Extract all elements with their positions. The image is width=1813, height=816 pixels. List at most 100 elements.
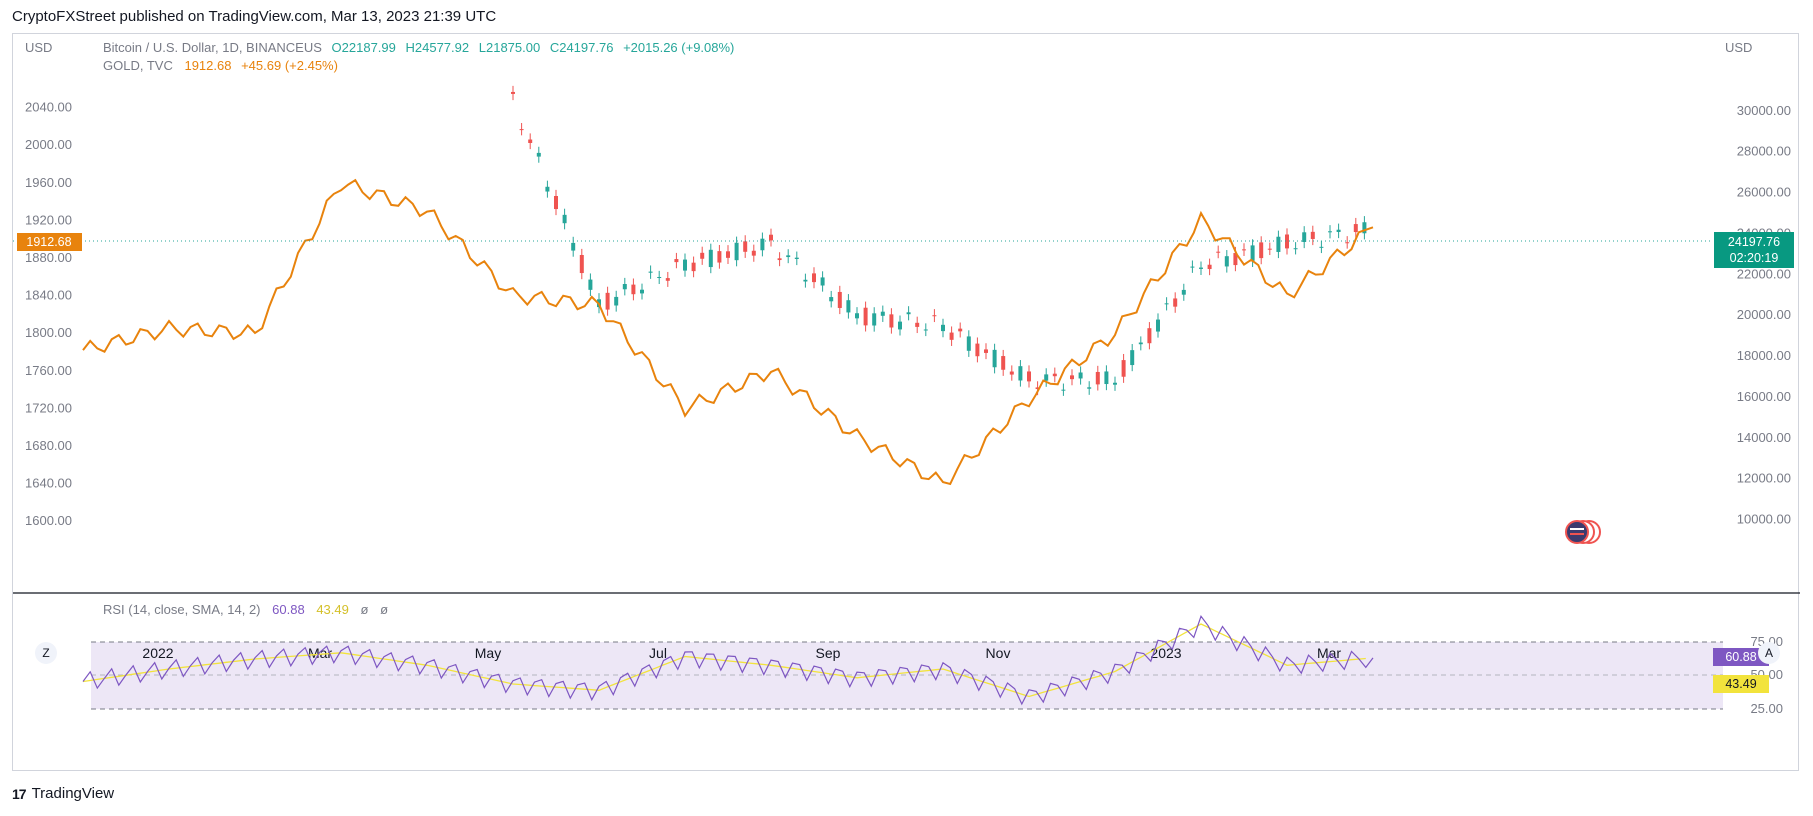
btc-candle	[726, 251, 730, 258]
btc-candle	[898, 321, 902, 330]
left-axis-tick: 1680.00	[25, 438, 72, 453]
btc-candle	[1293, 248, 1298, 250]
left-axis-unit: USD	[25, 40, 52, 55]
legend-gold-last: 1912.68	[184, 58, 231, 73]
legend-gold: GOLD, TVC 1912.68 +45.69 (+2.45%)	[103, 58, 338, 73]
btc-candle	[906, 312, 911, 315]
legend-btc-close: C24197.76	[550, 40, 614, 55]
btc-candle	[1250, 245, 1255, 261]
btc-candle	[1044, 374, 1049, 381]
rsi-ma-badge	[1713, 675, 1769, 693]
btc-candle	[949, 332, 954, 340]
btc-countdown-text: 02:20:19	[1730, 251, 1779, 265]
right-axis-tick: 28000.00	[1737, 144, 1791, 159]
btc-candle	[923, 329, 928, 331]
right-axis-tick: 12000.00	[1737, 471, 1791, 486]
btc-candle	[966, 336, 971, 351]
btc-candle	[1336, 229, 1341, 232]
time-axis-label: Mar	[308, 645, 332, 661]
btc-candle	[743, 241, 748, 252]
btc-candle	[579, 254, 584, 274]
btc-candle	[614, 296, 619, 306]
right-axis-tick: 22000.00	[1737, 266, 1791, 281]
btc-candle	[1276, 236, 1281, 252]
time-axis-label: 2023	[1150, 645, 1181, 661]
btc-candle	[863, 307, 868, 326]
btc-candle	[1302, 232, 1307, 242]
btc-candle	[1216, 251, 1221, 253]
btc-candle	[554, 196, 558, 210]
auto-scale-z-button[interactable]: Z	[35, 642, 57, 664]
time-axis-label: 2022	[142, 645, 173, 661]
btc-candle	[1164, 303, 1169, 305]
tradingview-brand: TradingView	[31, 785, 115, 802]
btc-candle	[880, 311, 885, 316]
us-flag-icon[interactable]	[1565, 520, 1601, 544]
btc-candle	[571, 242, 576, 251]
legend-rsi-extra2: ø	[380, 602, 388, 617]
btc-candle	[1190, 266, 1195, 268]
legend-btc-low: L21875.00	[479, 40, 540, 55]
left-axis-tick: 1800.00	[25, 325, 72, 340]
btc-candle	[855, 313, 859, 319]
btc-candle	[958, 328, 963, 332]
btc-candle	[1138, 342, 1143, 345]
right-axis-tick: 26000.00	[1737, 185, 1791, 200]
left-axis-tick: 1760.00	[25, 363, 72, 378]
btc-candle	[1009, 371, 1014, 375]
btc-candle	[786, 255, 791, 258]
btc-candle	[889, 314, 894, 328]
btc-candle	[975, 343, 980, 357]
left-axis-tick: 1880.00	[25, 250, 72, 265]
btc-candle	[820, 277, 825, 286]
btc-candle	[562, 214, 567, 224]
btc-candle	[1061, 389, 1066, 391]
btc-candle	[1078, 372, 1083, 379]
chart-canvas[interactable]: USD USD 2040.00 2000.00 1960.00 1920.00 1880…	[13, 34, 1800, 772]
tradingview-footer[interactable]: 17 TradingView	[12, 785, 114, 802]
btc-candle	[915, 322, 920, 327]
btc-candle	[1130, 350, 1135, 366]
btc-candle	[1147, 328, 1152, 344]
chart-frame[interactable]: USD USD 2040.00 2000.00 1960.00 1920.00 1880…	[12, 33, 1800, 772]
btc-candle	[941, 324, 945, 332]
btc-candle	[648, 271, 653, 273]
legend-gold-change: +45.69 (+2.45%)	[241, 58, 338, 73]
time-axis-label: May	[475, 645, 501, 661]
btc-candle	[932, 315, 937, 317]
right-axis-tick: 14000.00	[1737, 430, 1791, 445]
left-axis-tick: 1720.00	[25, 400, 72, 415]
btc-candle	[1285, 234, 1289, 249]
rsi-value-badge-text: 60.88	[1725, 650, 1756, 664]
btc-candle	[519, 129, 524, 131]
btc-candle	[837, 291, 842, 308]
rsi-value-badge	[1713, 648, 1769, 666]
btc-candle	[1027, 371, 1031, 382]
legend-gold-name: GOLD, TVC	[103, 58, 173, 73]
btc-candle	[1224, 256, 1229, 267]
auto-scale-a-button[interactable]: A	[1758, 642, 1780, 664]
btc-candle	[657, 276, 662, 278]
btc-candle	[1113, 382, 1117, 385]
btc-candle	[1087, 387, 1092, 389]
legend-btc-name: Bitcoin / U.S. Dollar, 1D, BINANCEUS	[103, 40, 322, 55]
right-axis-unit: USD	[1725, 40, 1752, 55]
btc-candle	[640, 289, 644, 294]
btc-candle	[1001, 356, 1006, 370]
legend-rsi-ma: 43.49	[316, 602, 349, 617]
btc-candle	[511, 91, 515, 94]
time-axis-label: Nov	[986, 645, 1011, 661]
btc-candle	[717, 251, 722, 263]
publish-header: CryptoFXStreet published on TradingView.…	[12, 8, 497, 25]
btc-candle	[545, 186, 550, 192]
left-axis-tick: 1600.00	[25, 513, 72, 528]
legend-rsi: RSI (14, close, SMA, 14, 2) 60.88 43.49 …	[103, 602, 388, 617]
left-axis-tick: 1640.00	[25, 476, 72, 491]
rsi-axis-tick: 25.00	[1750, 701, 1783, 716]
btc-candle	[1018, 366, 1023, 381]
legend-rsi-value: 60.88	[272, 602, 305, 617]
gold-price-badge-text: 1912.68	[26, 235, 71, 249]
btc-candle	[1156, 319, 1160, 332]
btc-candle	[683, 259, 687, 271]
btc-candle	[1035, 387, 1040, 390]
